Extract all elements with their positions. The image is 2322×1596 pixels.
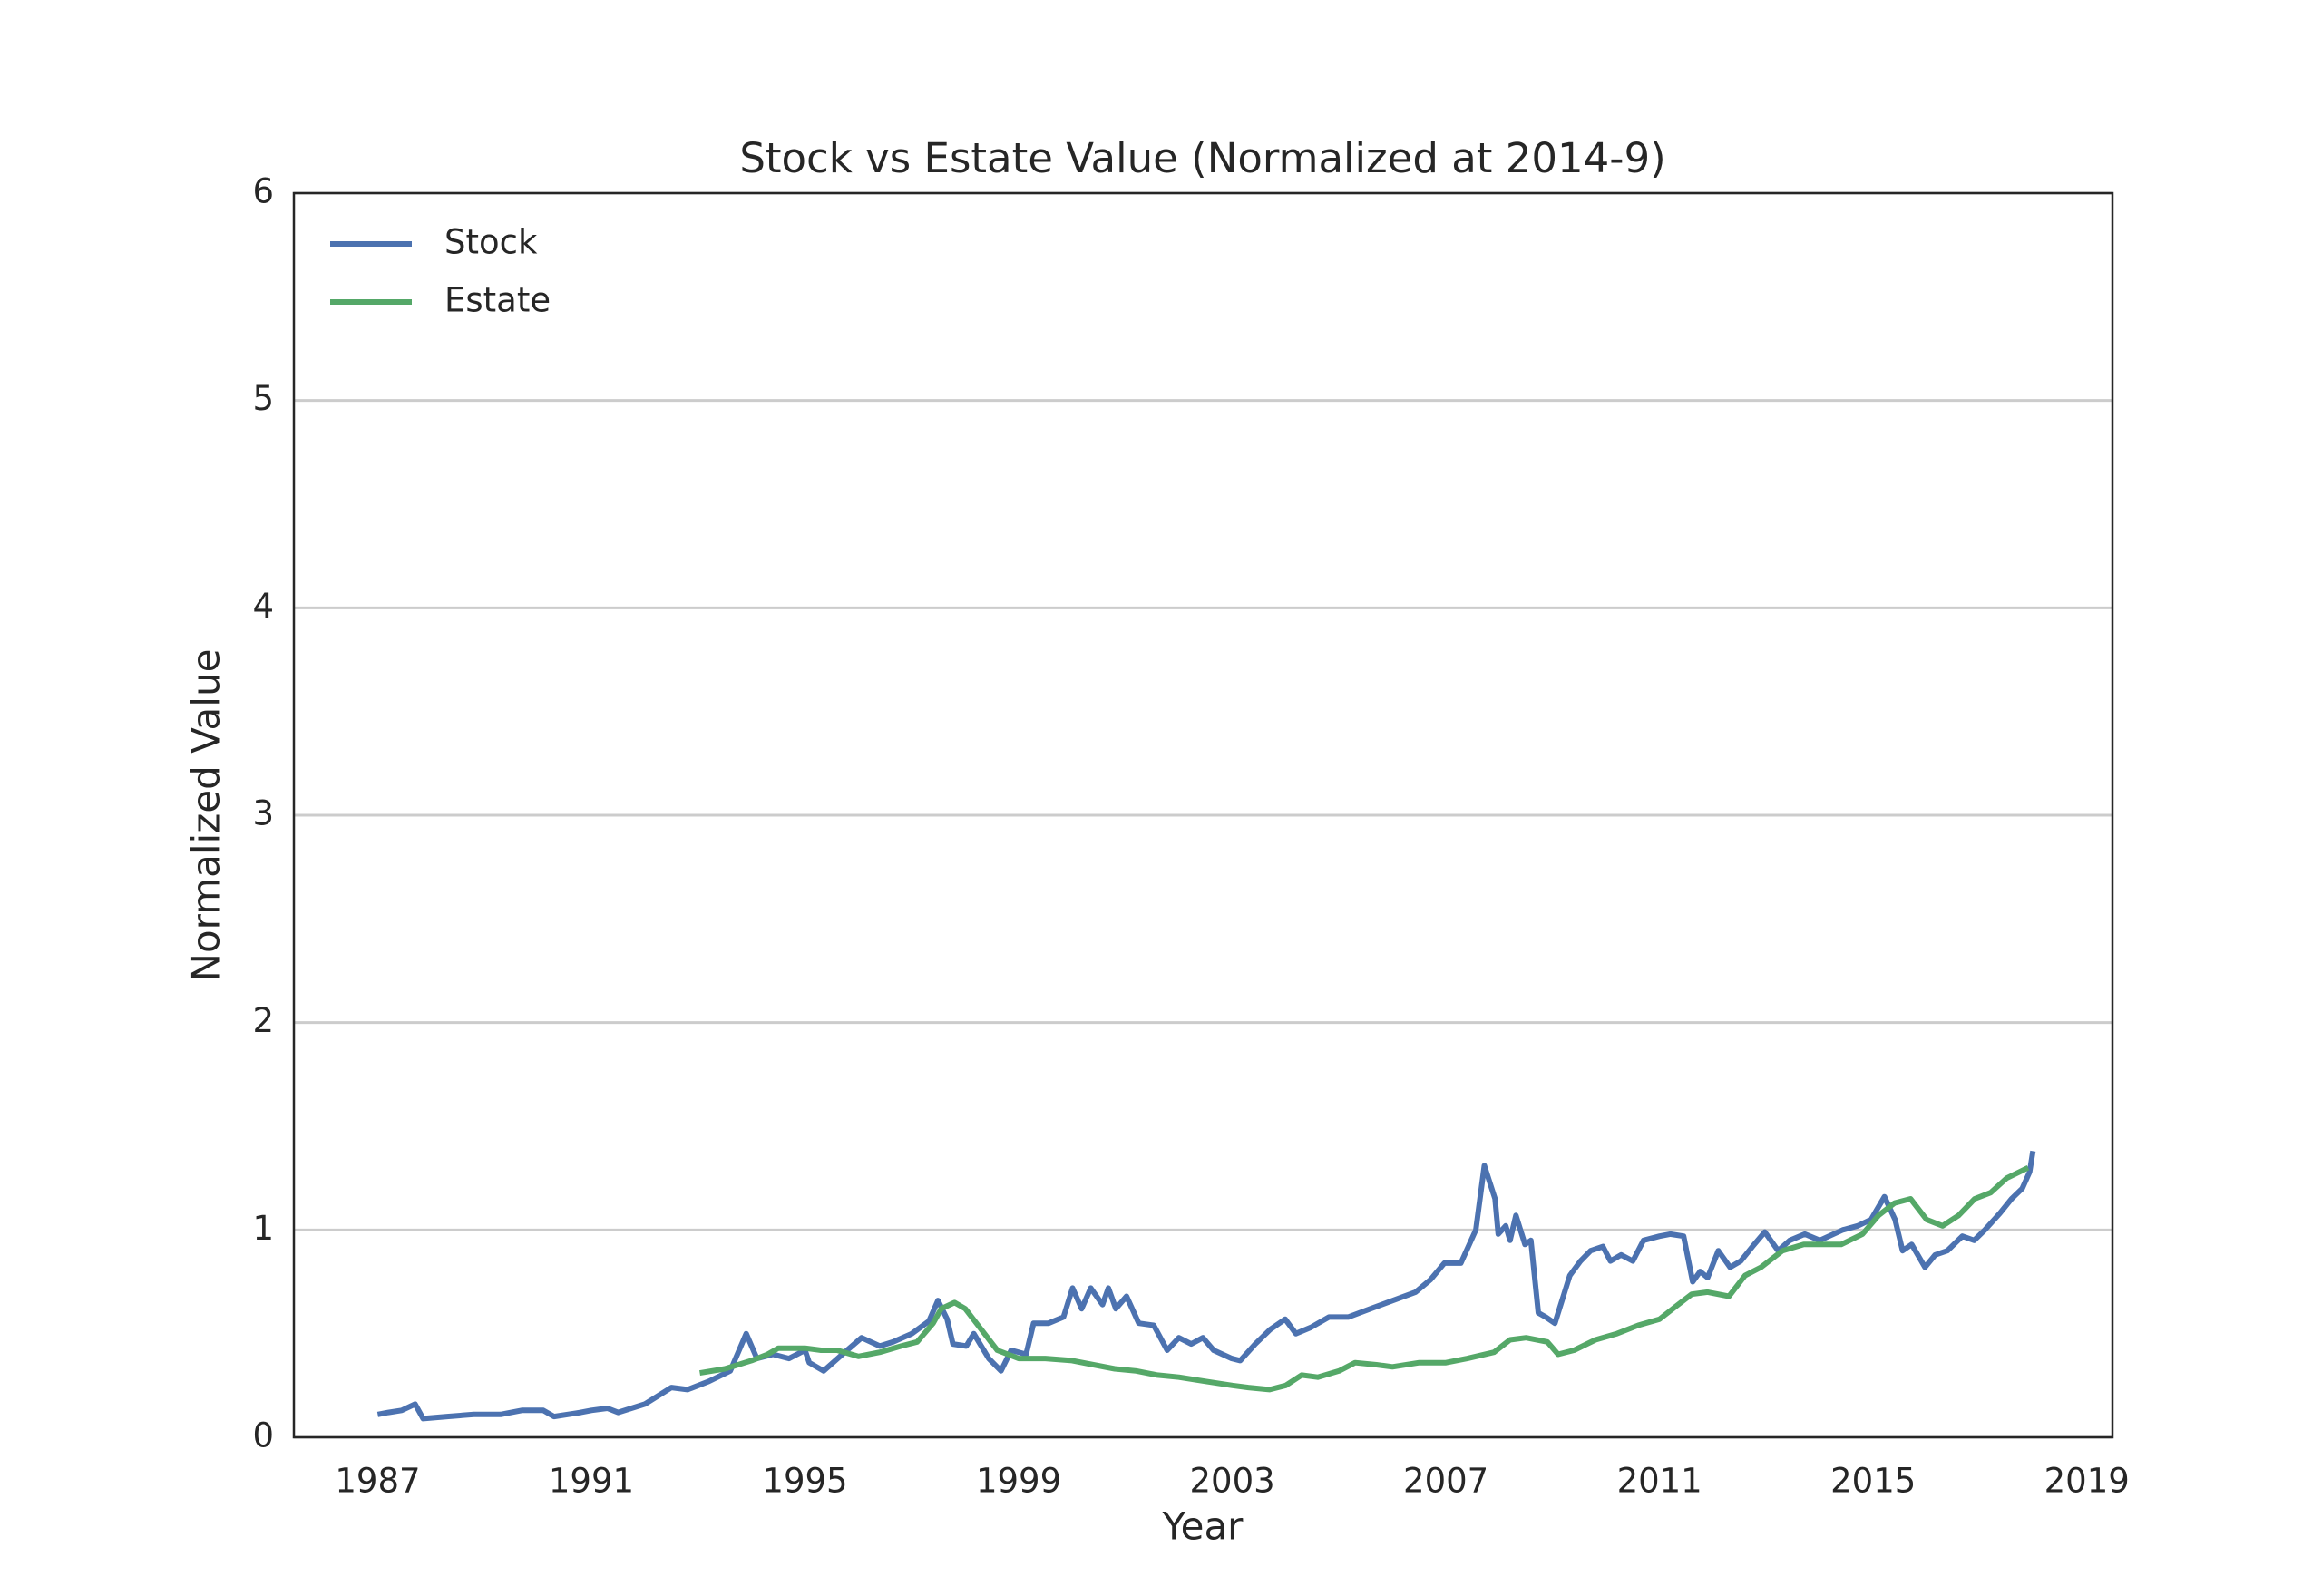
legend-label: Estate	[444, 281, 551, 320]
x-tick-label: 1987	[335, 1462, 420, 1501]
x-tick-label: 1999	[976, 1462, 1061, 1501]
y-tick-label: 4	[252, 587, 274, 626]
x-tick-label: 1991	[549, 1462, 634, 1501]
y-tick-label: 6	[252, 172, 274, 211]
x-axis-label: Year	[1162, 1504, 1244, 1549]
x-tick-label: 2011	[1617, 1462, 1702, 1501]
y-tick-label: 0	[252, 1416, 274, 1455]
legend-label: Stock	[444, 223, 538, 262]
data-line	[376, 1150, 2036, 1422]
y-tick-label: 2	[252, 1001, 274, 1040]
x-tick-label: 1995	[762, 1462, 847, 1501]
x-tick-label: 2007	[1403, 1462, 1488, 1501]
x-tick-label: 2015	[1830, 1462, 1916, 1501]
y-tick-label: 1	[252, 1209, 274, 1248]
y-axis-label: Normalized Value	[184, 649, 229, 982]
x-tick-label: 2019	[2044, 1462, 2130, 1501]
y-tick-label: 5	[252, 379, 274, 418]
chart-title: Stock vs Estate Value (Normalized at 201…	[739, 134, 1665, 182]
y-tick-label: 3	[252, 794, 274, 833]
plot-frame	[292, 191, 2114, 1439]
data-line	[699, 1165, 2030, 1393]
x-tick-label: 2003	[1190, 1462, 1275, 1501]
